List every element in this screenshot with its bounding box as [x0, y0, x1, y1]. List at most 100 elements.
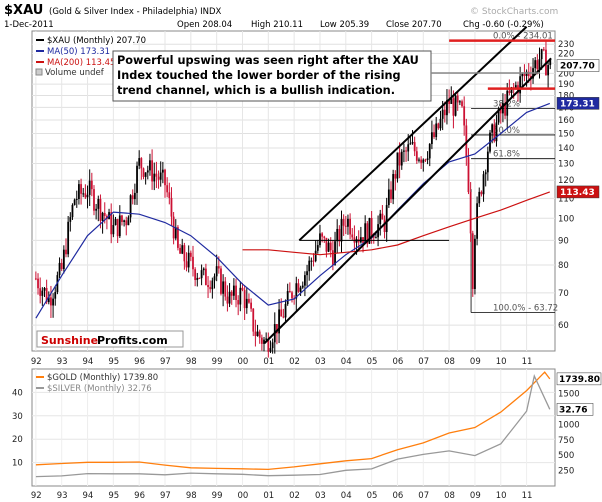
price-body: [474, 238, 476, 289]
price-labels: 207.70 173.31 113.43: [556, 59, 600, 199]
price-body: [390, 189, 392, 200]
price-body: [430, 132, 433, 145]
price-body: [157, 176, 160, 180]
price-body: [331, 250, 334, 265]
price-body: [288, 291, 291, 293]
x-tick-label: 06: [392, 357, 403, 367]
y-tick-label: 80: [558, 261, 569, 271]
price-body: [372, 235, 375, 238]
price-body: [411, 142, 414, 144]
price-body: [366, 223, 369, 244]
y-tick-label: 190: [558, 80, 574, 90]
symbol-description: (Gold & Silver Index - Philadelphia) IND…: [49, 7, 222, 17]
price-body: [183, 245, 186, 262]
price-body: [245, 298, 248, 309]
price-body: [439, 118, 442, 129]
price-body: [149, 160, 151, 171]
price-body: [375, 237, 377, 239]
main-x-axis: 92 93 94 95 96 97 98 99 00 01 02 03 04 05 06 07 08 09 10 11: [31, 357, 533, 367]
channel-lower-line: [263, 57, 552, 344]
lower-x-tick-label: 11: [522, 491, 533, 501]
price-body: [276, 324, 278, 334]
price-body: [310, 260, 313, 262]
lower-x-tick-label: 96: [134, 491, 145, 501]
price-body: [155, 173, 158, 177]
price-body: [215, 266, 218, 277]
price-body: [121, 215, 123, 222]
price-body: [239, 287, 242, 305]
y-tick-label: 130: [558, 159, 574, 169]
price-body: [185, 261, 188, 268]
price-body: [235, 285, 237, 301]
lower-x-tick-label: 92: [31, 491, 42, 501]
price-body: [467, 157, 470, 193]
price-body: [469, 192, 472, 234]
price-body: [67, 221, 70, 255]
price-body: [521, 73, 524, 77]
price-body: [252, 308, 255, 332]
lower-x-tick-label: 98: [186, 491, 197, 501]
price-body: [192, 256, 194, 270]
price-body: [248, 298, 250, 303]
price-body: [211, 280, 214, 290]
lower-legend: $GOLD (Monthly) 1739.80 $SILVER (Monthly…: [36, 373, 158, 394]
price-body: [60, 262, 63, 270]
silver-price-box: [556, 403, 594, 416]
price-body: [420, 159, 423, 163]
y-tick-label: 140: [558, 144, 574, 154]
price-body: [263, 339, 265, 344]
price-body: [256, 331, 259, 337]
price-body: [226, 296, 229, 304]
gold-line: [35, 371, 551, 471]
y-tick-label: 150: [558, 130, 574, 140]
x-tick-label: 08: [444, 357, 455, 367]
price-body: [71, 204, 74, 218]
price-body: [538, 59, 541, 70]
price-body: [435, 123, 438, 138]
price-body: [138, 158, 141, 166]
price-body: [482, 174, 485, 195]
price-body: [213, 276, 216, 281]
lower-x-tick-label: 97: [160, 491, 171, 501]
x-tick-label: 09: [470, 357, 481, 367]
price-body: [418, 159, 420, 161]
price-body: [258, 331, 261, 338]
price-body: [508, 90, 511, 93]
price-body: [510, 87, 513, 93]
x-tick-label: 99: [212, 357, 223, 367]
price-body: [230, 291, 233, 296]
lower-x-tick-label: 99: [212, 491, 223, 501]
y-tick-label: 120: [558, 176, 574, 186]
y-tick-label: 60: [558, 321, 569, 331]
price-body: [480, 191, 483, 195]
price-body: [344, 225, 347, 227]
x-tick-label: 95: [108, 357, 119, 367]
ma50-price-tag-box: [556, 97, 600, 110]
symbol-title: $XAU: [4, 3, 43, 18]
price-body: [196, 277, 199, 281]
gold-silver-lines: [35, 371, 551, 478]
price-body: [41, 290, 44, 296]
price-body: [284, 304, 287, 318]
price-body: [502, 102, 504, 114]
gold-price-box: [556, 372, 602, 386]
price-body: [534, 60, 537, 69]
price-body: [217, 266, 220, 269]
price-body: [250, 302, 253, 309]
legend-ma50: MA(50) 173.31: [47, 47, 110, 57]
price-body: [381, 213, 384, 220]
x-tick-label: 04: [341, 357, 352, 367]
price-body: [536, 60, 539, 70]
price-body: [153, 173, 156, 182]
price-body: [62, 249, 65, 270]
price-body: [110, 212, 113, 235]
price-body: [359, 237, 362, 243]
open-label: Open 208.04: [177, 20, 232, 30]
lower-y-right-tick: 1500: [558, 390, 580, 400]
y-tick-label: 70: [558, 289, 569, 299]
lower-y-right-tick: 250: [558, 467, 574, 477]
price-body: [129, 195, 132, 218]
price-body: [222, 281, 225, 294]
price-body: [396, 152, 399, 179]
close-label: Close 207.70: [386, 20, 442, 30]
